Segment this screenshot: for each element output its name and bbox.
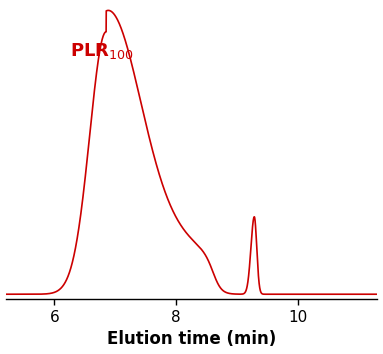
Text: PLR$_{100}$: PLR$_{100}$ [70, 41, 134, 61]
X-axis label: Elution time (min): Elution time (min) [107, 330, 276, 348]
